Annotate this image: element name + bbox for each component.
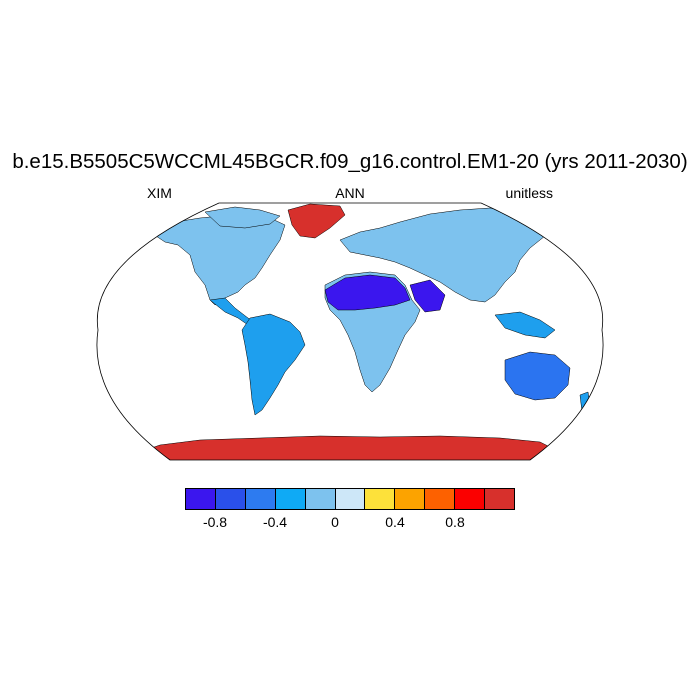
colorbar-swatch [245,489,276,509]
north-america [149,213,286,306]
variable-label: XIM [147,185,172,201]
arabia [409,279,446,313]
colorbar-swatch [335,489,366,509]
season-label: ANN [335,185,365,201]
north-america-north [204,206,281,229]
colorbar-label: 0.4 [385,514,405,530]
map-title: b.e15.B5505C5WCCML45BGCR.f09_g16.control… [12,150,688,173]
colorbar-swatch [485,489,514,509]
colorbar-label: -0.4 [262,514,288,530]
colorbar [185,488,515,510]
colorbar-swatch [186,489,216,509]
colorbar-swatch [395,489,426,509]
units-label: unitless [505,185,553,201]
eurasia [339,207,546,303]
australia [504,351,571,401]
colorbar-swatch [365,489,396,509]
colorbar-label: 0.8 [445,514,465,530]
southeast-asia [494,311,556,339]
south-america [241,313,306,416]
colorbar-swatch [305,489,336,509]
colorbar-swatch [215,489,246,509]
greenland [287,203,346,239]
colorbar-swatch [425,489,456,509]
colorbar-swatch [455,489,486,509]
colorbar-swatch [275,489,306,509]
antarctica [139,435,561,460]
colorbar-label: -0.8 [202,514,228,530]
colorbar-label: 0 [331,514,339,530]
sahara [324,274,411,311]
map-border [96,202,604,461]
map-land-layer [139,203,591,460]
